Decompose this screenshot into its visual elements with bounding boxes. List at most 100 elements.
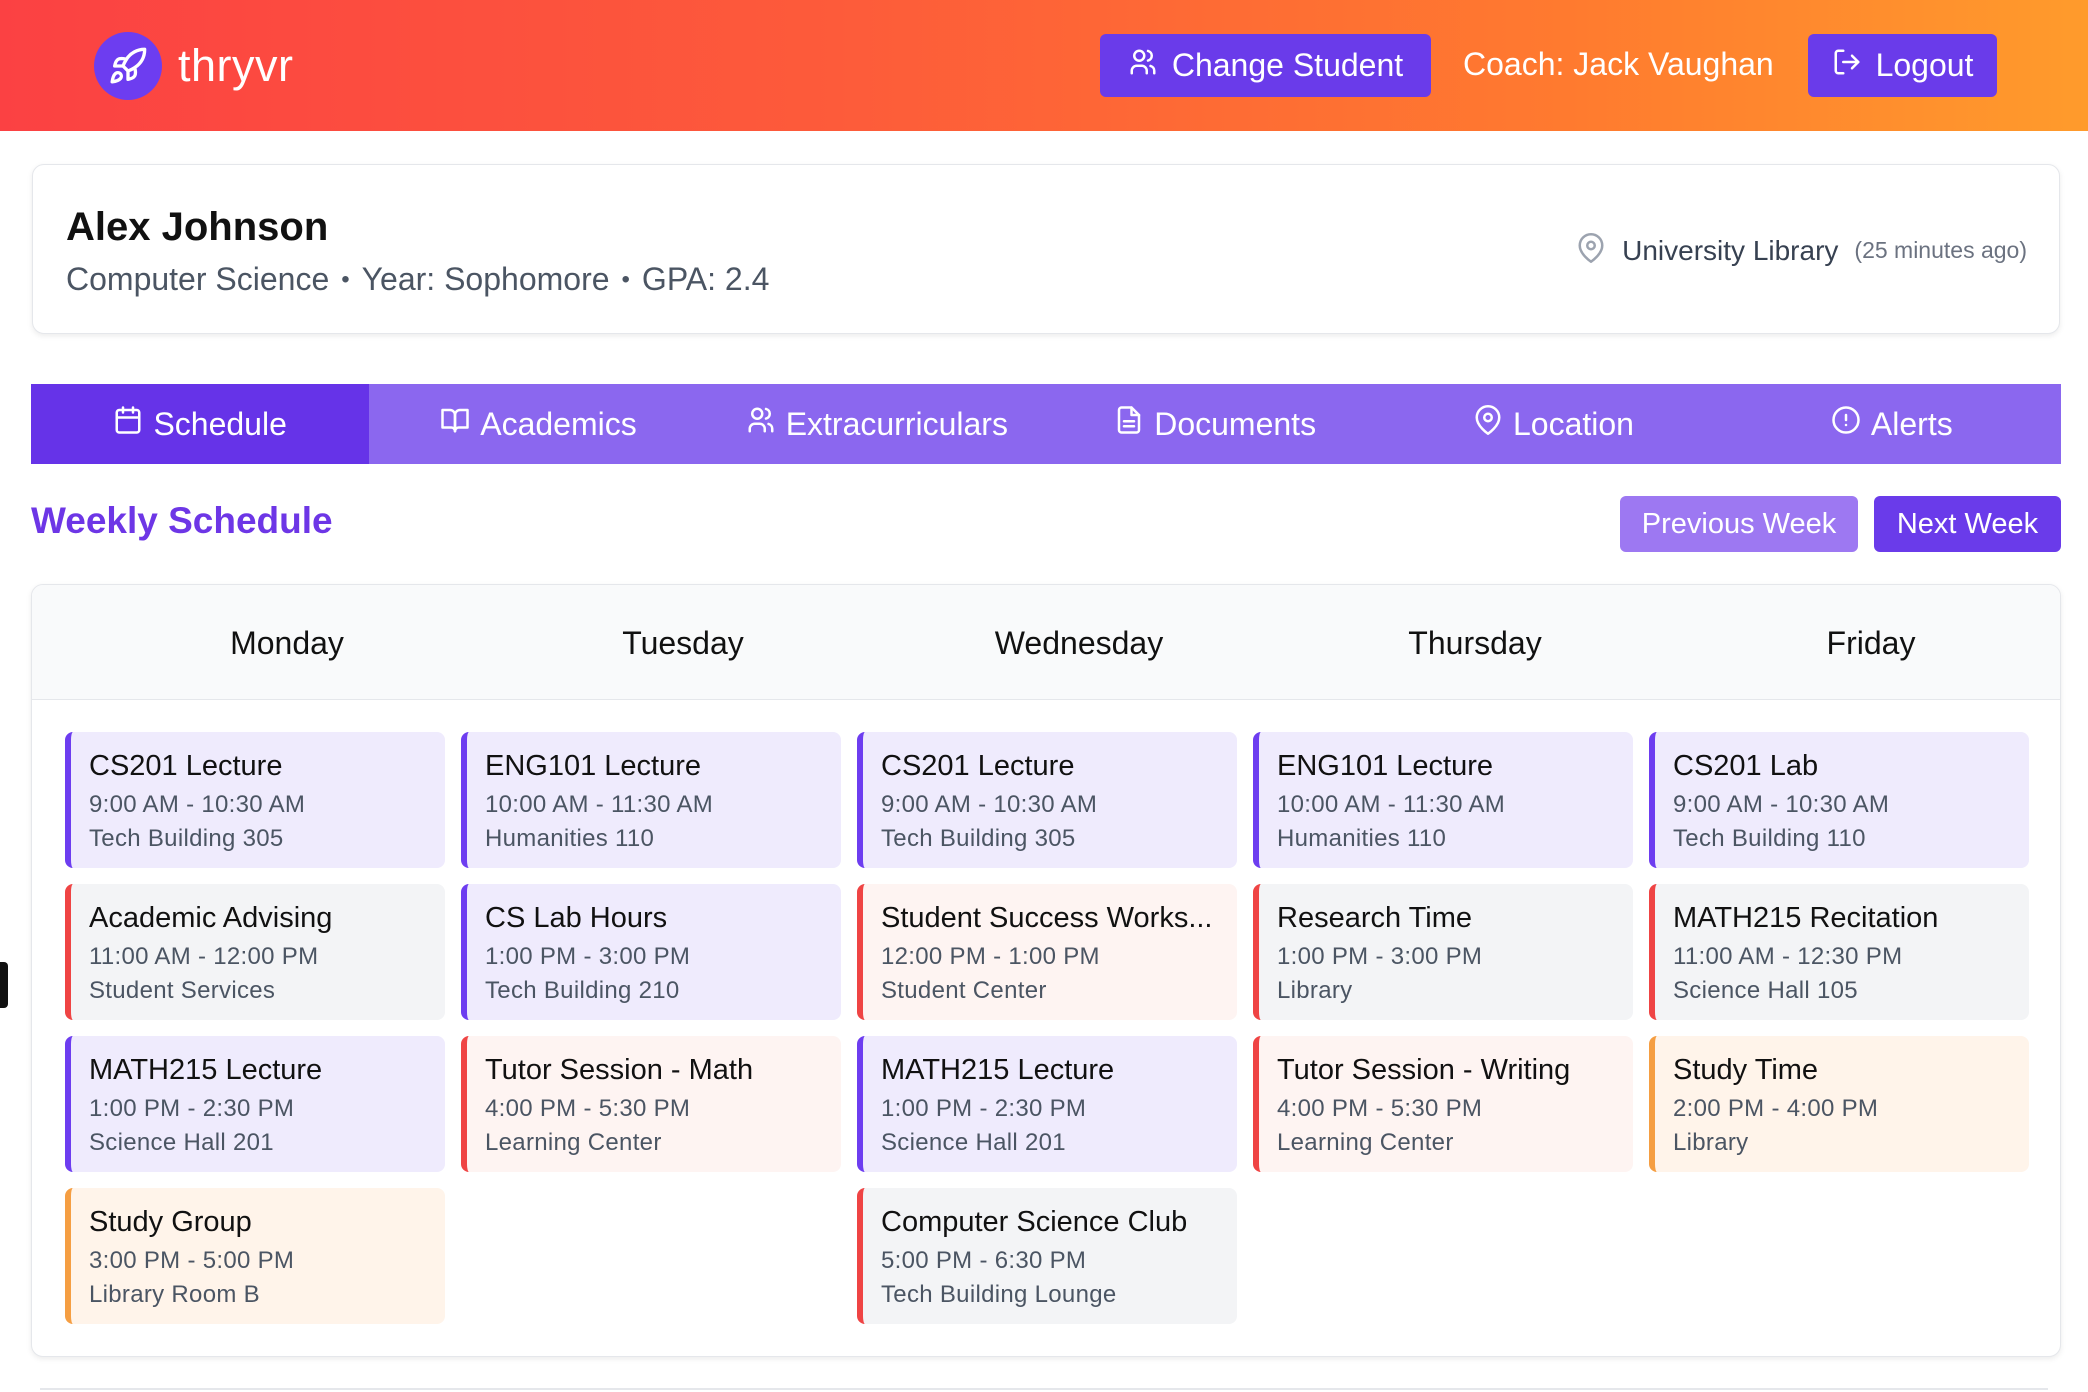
users-icon [1128,47,1158,85]
event-title: Research Time [1277,902,1473,934]
tab-label: Schedule [153,405,287,442]
event-title: Student Success Works... [881,902,1213,934]
section-title: Weekly Schedule [31,500,333,541]
event-title: CS201 Lecture [881,750,1075,782]
location-time: (25 minutes ago) [1854,237,2027,263]
event-time: 10:00 AM - 11:30 AM [1277,791,1506,818]
student-name: Alex Johnson [66,205,329,249]
day-header-tuesday: Tuesday [622,625,744,661]
event-card[interactable]: MATH215 Lecture 1:00 PM - 2:30 PM Scienc… [65,1036,445,1172]
tab-academics[interactable]: Academics [369,384,707,464]
tab-extracurriculars[interactable]: Extracurriculars [708,384,1046,464]
document-icon [1114,405,1144,443]
logout-icon [1832,47,1862,85]
book-icon [440,405,470,443]
event-location: Student Center [881,977,1047,1004]
event-title: MATH215 Lecture [89,1054,323,1086]
event-time: 12:00 PM - 1:00 PM [881,943,1100,970]
edge-handle[interactable] [0,962,8,1008]
tab-documents[interactable]: Documents [1046,384,1384,464]
event-card[interactable]: Research Time 1:00 PM - 3:00 PM Library [1253,884,1633,1020]
map-pin-icon [1576,233,1606,268]
tab-label: Extracurriculars [785,405,1008,442]
student-major: Computer Science [66,261,330,297]
event-card[interactable]: Student Success Works... 12:00 PM - 1:00… [857,884,1237,1020]
event-location: Learning Center [485,1129,662,1156]
tab-alerts[interactable]: Alerts [1723,384,2061,464]
next-week-button[interactable]: Next Week [1874,496,2061,552]
event-card[interactable]: Study Group 3:00 PM - 5:00 PM Library Ro… [65,1188,445,1324]
event-time: 3:00 PM - 5:00 PM [89,1247,295,1274]
section-tabs: Schedule Academics Extracurriculars Docu… [31,384,2061,464]
event-card[interactable]: MATH215 Lecture 1:00 PM - 2:30 PM Scienc… [857,1036,1237,1172]
divider [40,1388,2048,1390]
event-card[interactable]: Computer Science Club 5:00 PM - 6:30 PM … [857,1188,1237,1324]
event-time: 9:00 AM - 10:30 AM [881,791,1098,818]
tab-location[interactable]: Location [1384,384,1722,464]
student-year: Year: Sophomore [361,261,610,297]
day-header-monday: Monday [230,625,344,661]
event-time: 9:00 AM - 10:30 AM [1673,791,1890,818]
event-card[interactable]: Tutor Session - Writing 4:00 PM - 5:30 P… [1253,1036,1633,1172]
event-time: 4:00 PM - 5:30 PM [485,1095,691,1122]
tab-label: Location [1512,405,1634,442]
event-location: Library [1277,977,1353,1004]
brand[interactable]: thryvr [94,32,294,100]
tab-label: Alerts [1870,405,1953,442]
calendar-icon [113,405,143,443]
student-gpa: GPA: 2.4 [641,261,770,297]
event-title: Computer Science Club [881,1206,1188,1238]
event-title: MATH215 Lecture [881,1054,1115,1086]
event-time: 1:00 PM - 2:30 PM [89,1095,295,1122]
event-time: 10:00 AM - 11:30 AM [485,791,714,818]
last-location: University Library (25 minutes ago) [1576,233,2027,268]
event-location: Science Hall 201 [89,1129,274,1156]
event-time: 11:00 AM - 12:00 PM [89,943,319,970]
student-profile-card: Alex Johnson Computer Science • Year: So… [32,164,2060,334]
event-card[interactable]: MATH215 Recitation 11:00 AM - 12:30 PM S… [1649,884,2029,1020]
brand-name: thryvr [178,40,294,91]
event-card[interactable]: CS201 Lecture 9:00 AM - 10:30 AM Tech Bu… [65,732,445,868]
previous-week-button[interactable]: Previous Week [1620,496,1858,552]
change-student-label: Change Student [1171,47,1404,83]
event-title: MATH215 Recitation [1673,902,1939,934]
event-title: Tutor Session - Math [485,1054,754,1086]
event-card[interactable]: Study Time 2:00 PM - 4:00 PM Library [1649,1036,2029,1172]
event-card[interactable]: CS201 Lecture 9:00 AM - 10:30 AM Tech Bu… [857,732,1237,868]
event-time: 1:00 PM - 2:30 PM [881,1095,1087,1122]
logout-button[interactable]: Logout [1808,34,1997,97]
event-title: ENG101 Lecture [1277,750,1494,782]
event-location: Science Hall 105 [1673,977,1858,1004]
map-pin-icon [1473,405,1503,443]
day-header-thursday: Thursday [1408,625,1542,661]
event-card[interactable]: CS Lab Hours 1:00 PM - 3:00 PM Tech Buil… [461,884,841,1020]
location-name: University Library [1622,234,1839,266]
event-card[interactable]: CS201 Lab 9:00 AM - 10:30 AM Tech Buildi… [1649,732,2029,868]
event-time: 9:00 AM - 10:30 AM [89,791,306,818]
event-title: CS201 Lecture [89,750,283,782]
event-time: 1:00 PM - 3:00 PM [1277,943,1483,970]
logout-label: Logout [1875,47,1974,83]
event-title: Study Group [89,1206,252,1238]
student-meta: Computer Science • Year: Sophomore • GPA… [66,261,769,298]
event-card[interactable]: ENG101 Lecture 10:00 AM - 11:30 AM Human… [1253,732,1633,868]
event-location: Tech Building 110 [1673,825,1866,852]
event-card[interactable]: Academic Advising 11:00 AM - 12:00 PM St… [65,884,445,1020]
event-location: Student Services [89,977,276,1004]
event-location: Library [1673,1129,1749,1156]
event-location: Learning Center [1277,1129,1454,1156]
event-location: Tech Building 305 [89,825,284,852]
event-location: Science Hall 201 [881,1129,1066,1156]
event-title: Study Time [1673,1054,1819,1086]
change-student-button[interactable]: Change Student [1100,34,1431,97]
event-location: Tech Building 210 [485,977,680,1004]
event-card[interactable]: Tutor Session - Math 4:00 PM - 5:30 PM L… [461,1036,841,1172]
top-header: thryvr Change Student Coach: Jack Vaugha… [0,0,2088,131]
event-card[interactable]: ENG101 Lecture 10:00 AM - 11:30 AM Human… [461,732,841,868]
event-location: Humanities 110 [485,825,655,852]
event-location: Library Room B [89,1281,260,1308]
tab-schedule[interactable]: Schedule [31,384,370,464]
event-location: Tech Building Lounge [881,1281,1117,1308]
day-header-wednesday: Wednesday [994,625,1164,661]
event-location: Tech Building 305 [881,825,1076,852]
